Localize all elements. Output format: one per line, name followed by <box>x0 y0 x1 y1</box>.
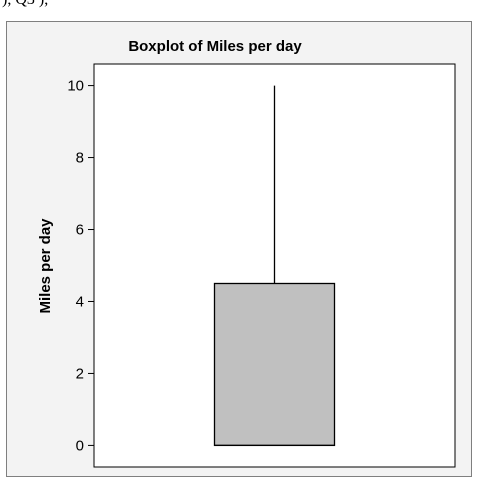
y-tick-label: 2 <box>76 365 84 382</box>
chart-title: Boxplot of Miles per day <box>128 38 302 55</box>
y-axis-label: Miles per day <box>37 218 54 314</box>
y-tick-label: 0 <box>76 437 84 454</box>
y-tick-label: 8 <box>76 150 84 167</box>
previous-page-text: ), Q3 ), <box>2 0 48 8</box>
box-iqr <box>213 282 336 447</box>
y-axis-ticks: 0 2 4 6 8 10 <box>67 78 94 454</box>
boxplot-chart: Boxplot of Miles per day 0 2 4 6 8 10 Miles p… <box>37 38 456 468</box>
y-tick-label: 4 <box>76 293 84 310</box>
previous-page-text-fragment: ), Q3 ), <box>0 0 478 20</box>
y-tick-label: 10 <box>67 78 84 95</box>
box-series <box>213 85 336 447</box>
boxplot-panel: Boxplot of Miles per day 0 2 4 6 8 10 Miles p… <box>6 21 472 477</box>
y-tick-label: 6 <box>76 222 84 239</box>
